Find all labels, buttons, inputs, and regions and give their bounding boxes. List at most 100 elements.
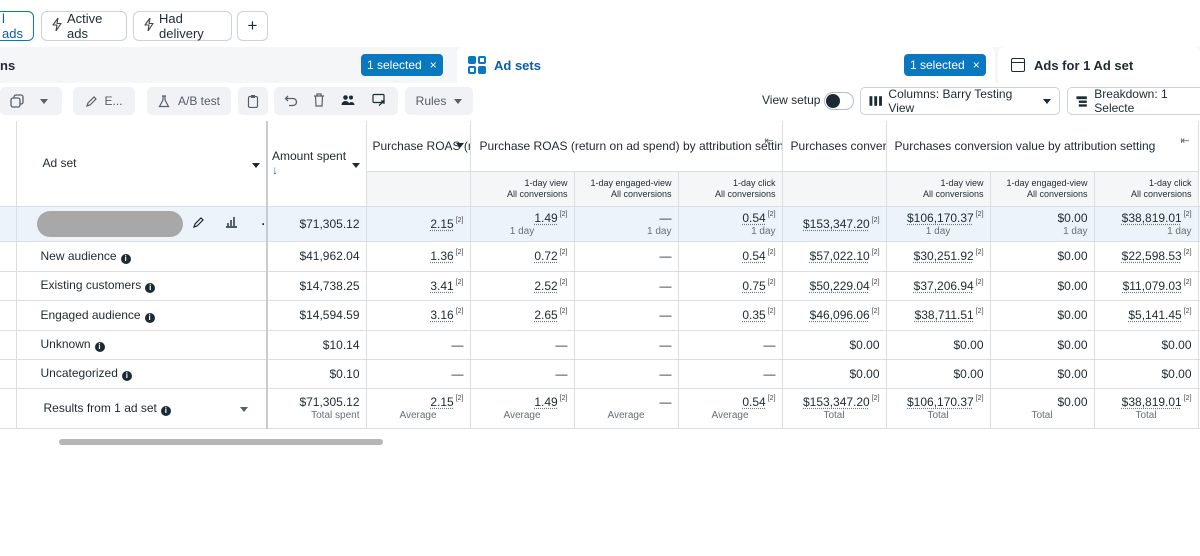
tab-campaigns-label: ns: [0, 57, 16, 73]
more-options-icon[interactable]: ···: [261, 216, 267, 231]
audience-icon[interactable]: [341, 94, 355, 106]
rules-button[interactable]: Rules: [405, 87, 473, 115]
total-roas-click-cell[interactable]: 0.54 [2] Average: [678, 388, 783, 429]
tab-ads[interactable]: Ads for 1 Ad set: [998, 47, 1200, 83]
adsets-selected-badge[interactable]: 1 selected ×: [904, 54, 986, 76]
roas-attribution-header-label: Purchase ROAS (return on ad spend) by at…: [479, 138, 783, 153]
info-icon[interactable]: i: [94, 342, 105, 352]
roas-view-cell[interactable]: 2.65 [2]: [470, 300, 575, 331]
pcv-view-cell[interactable]: $38,711.51 [2]: [886, 300, 991, 331]
undo-icon[interactable]: [284, 94, 298, 107]
pcv-cell[interactable]: $46,096.06 [2]: [782, 300, 887, 331]
chevron-down-icon[interactable]: [240, 406, 248, 412]
pcv-click-cell[interactable]: $5,141.45 [2]: [1094, 300, 1199, 331]
pcv-click-cell[interactable]: $38,819.01 [2] 1 day: [1094, 206, 1199, 242]
roas-click-cell[interactable]: 0.35 [2]: [678, 300, 783, 331]
campaigns-selected-label: 1 selected: [367, 58, 422, 72]
table-row[interactable]: Existing customers i $14,738.25 3.41 [2] 2…: [0, 271, 1200, 301]
table-row[interactable]: New audience i $41,962.04 1.36 [2] 0.72 [2]…: [0, 241, 1200, 272]
pcv-1day-engaged-subheader: 1-day engaged-view All conversions: [990, 171, 1095, 207]
close-icon[interactable]: ×: [972, 58, 980, 72]
campaigns-selected-badge[interactable]: 1 selected ×: [361, 54, 443, 76]
pcv-cell[interactable]: $50,229.04 [2]: [782, 271, 887, 301]
info-icon[interactable]: i: [121, 371, 132, 381]
roas-view-cell[interactable]: 1.49 [2] 1 day: [470, 206, 575, 242]
amount-spent-cell: $14,594.59: [267, 300, 367, 331]
chevron-down-icon: [454, 98, 463, 104]
tab-ad-sets[interactable]: Ad sets 1 selected ×: [457, 47, 995, 83]
total-amount-cell: $71,305.12 Total spent: [267, 388, 367, 429]
totals-row: Results from 1 ad set i $71,305.12 Total s…: [0, 388, 1200, 429]
pin-icon[interactable]: ⇤: [1180, 135, 1190, 147]
action-group: [274, 87, 398, 115]
pin-icon[interactable]: ⇤: [764, 135, 774, 147]
table-row[interactable]: Unknown i $10.14 — — — — $0.00 $0.00 $0.0…: [0, 330, 1200, 360]
ads-document-icon: [1011, 58, 1025, 72]
pcv-cell[interactable]: $57,022.10 [2]: [782, 241, 887, 272]
pcv-click-cell[interactable]: $22,598.53 [2]: [1094, 241, 1199, 272]
pcv-click-cell[interactable]: $11,079.03 [2]: [1094, 271, 1199, 301]
breakdown-dropdown[interactable]: Breakdown: 1 Selecte: [1067, 87, 1200, 115]
total-pcv-view-cell[interactable]: $106,170.37 [2] Total: [886, 388, 991, 429]
add-filter-button[interactable]: +: [237, 11, 268, 41]
edit-button[interactable]: E...: [73, 87, 135, 115]
amount-spent-column-header[interactable]: Amount spent ↓: [267, 121, 367, 207]
overflow-cell: [1198, 388, 1200, 429]
filter-had-delivery[interactable]: Had delivery: [133, 11, 232, 41]
bar-chart-icon[interactable]: [225, 216, 238, 231]
horizontal-scrollbar[interactable]: [59, 439, 383, 445]
pcv-view-cell[interactable]: $37,206.94 [2]: [886, 271, 991, 301]
roas-view-cell[interactable]: 2.52 [2]: [470, 271, 575, 301]
roas-attribution-column-header[interactable]: Purchase ROAS (return on ad spend) by at…: [470, 121, 783, 172]
row-spacer-cell: [0, 388, 17, 429]
edit-pencil-icon[interactable]: [192, 216, 205, 232]
duplicate-button[interactable]: [0, 87, 62, 115]
columns-label: Columns: Barry Testing View: [888, 87, 1013, 115]
roas-click-cell[interactable]: 0.75 [2]: [678, 271, 783, 301]
roas-cell[interactable]: 3.41 [2]: [366, 271, 471, 301]
filter-all-ads[interactable]: l ads: [0, 11, 34, 41]
roas-click-cell[interactable]: 0.54 [2]: [678, 241, 783, 272]
close-icon[interactable]: ×: [429, 58, 437, 72]
trash-icon[interactable]: [313, 93, 325, 107]
pcv-attribution-column-header[interactable]: Purchases conversion value by attributio…: [886, 121, 1199, 172]
roas-cell[interactable]: 3.16 [2]: [366, 300, 471, 331]
ab-test-button[interactable]: A/B test: [147, 87, 231, 115]
clipboard-button[interactable]: [238, 87, 268, 115]
ad-sets-grid-icon: [468, 56, 486, 74]
row-checkbox-cell[interactable]: [0, 206, 17, 242]
total-pcv-cell[interactable]: $153,347.20 [2] Total: [782, 388, 887, 429]
tab-campaigns[interactable]: ns 1 selected ×: [0, 47, 453, 83]
total-roas-view-cell[interactable]: 1.49 [2] Average: [470, 388, 575, 429]
pcv-cell[interactable]: $153,347.20 [2]: [782, 206, 887, 242]
roas-click-cell[interactable]: 0.54 [2] 1 day: [678, 206, 783, 242]
total-pcv-click-cell[interactable]: $38,819.01 [2] Total: [1094, 388, 1199, 429]
totals-label: Results from 1 ad set: [43, 400, 157, 415]
ad-set-column-header[interactable]: Ad set: [16, 121, 268, 207]
info-icon[interactable]: i: [160, 405, 171, 416]
pcv-view-cell[interactable]: $106,170.37 [2] 1 day: [886, 206, 991, 242]
pcv-view-cell[interactable]: $30,251.92 [2]: [886, 241, 991, 272]
info-icon[interactable]: i: [145, 283, 156, 293]
purchase-roas-column-header[interactable]: Purchase ROAS (return on ad spend): [366, 121, 471, 172]
overflow-cell: [1198, 206, 1200, 242]
table-row[interactable]: Engaged audience i $14,594.59 3.16 [2] 2.6…: [0, 300, 1200, 331]
columns-dropdown[interactable]: Columns: Barry Testing View: [860, 87, 1060, 115]
roas-view-cell[interactable]: 0.72 [2]: [470, 241, 575, 272]
purchases-conversion-value-column-header[interactable]: Purchases conversion value: [782, 121, 887, 172]
roas-cell[interactable]: 1.36 [2]: [366, 241, 471, 272]
pcv-1day-view-subheader: 1-day view All conversions: [886, 171, 991, 207]
ad-set-name-cell[interactable]: ···: [16, 206, 268, 242]
totals-label-cell[interactable]: Results from 1 ad set i: [16, 388, 268, 429]
table-row[interactable]: ··· $71,305.12 2.15[2] 1.49[2]1 day —1 d…: [0, 206, 1200, 242]
ad-set-header-label: Ad set: [42, 156, 77, 171]
export-icon[interactable]: [372, 93, 387, 107]
total-roas-cell[interactable]: 2.15 [2] Average: [366, 388, 471, 429]
total-roas-engaged-cell: — Average: [574, 388, 679, 429]
filter-active-ads[interactable]: Active ads: [41, 11, 127, 41]
view-setup-toggle[interactable]: [824, 92, 854, 110]
info-icon[interactable]: i: [144, 312, 155, 323]
info-icon[interactable]: i: [120, 253, 131, 264]
roas-cell[interactable]: 2.15 [2]: [366, 206, 471, 242]
table-row[interactable]: Uncategorized i $0.10 — — — — $0.00 $0.00…: [0, 359, 1200, 389]
